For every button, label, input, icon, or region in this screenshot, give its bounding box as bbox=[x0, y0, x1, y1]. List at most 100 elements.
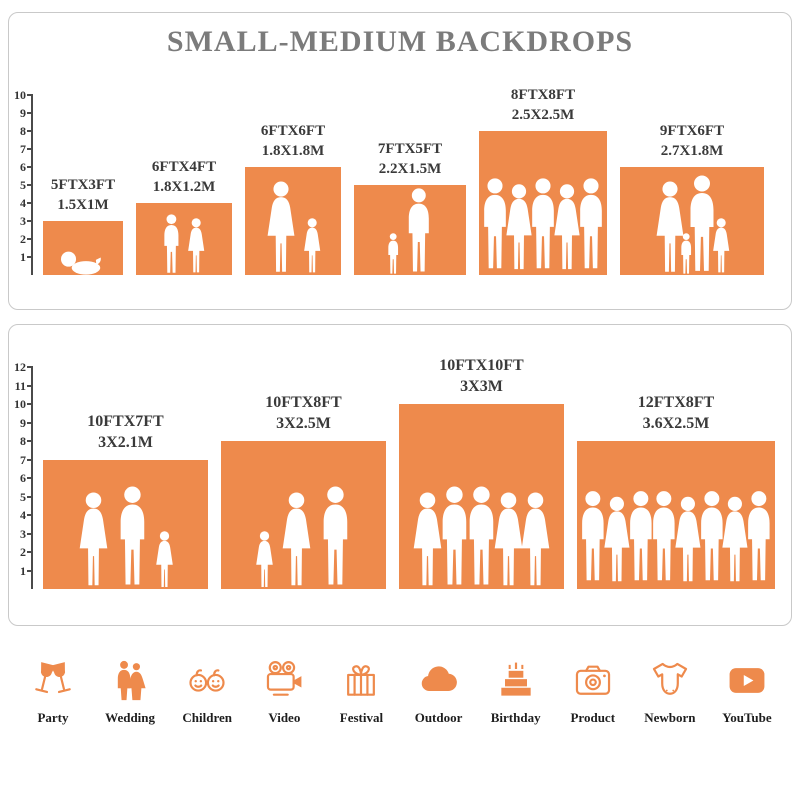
ruler-tick bbox=[27, 458, 33, 461]
backdrop-rect bbox=[479, 131, 607, 275]
ruler-number: 8 bbox=[20, 434, 26, 448]
category-festival: Festival bbox=[328, 658, 394, 726]
size-m-label: 2.7X1.8M bbox=[660, 142, 724, 159]
people-silhouettes bbox=[43, 486, 208, 589]
people-silhouettes bbox=[43, 248, 123, 275]
ruler-tick bbox=[27, 477, 33, 479]
category-label: Wedding bbox=[105, 710, 156, 725]
people-silhouettes bbox=[354, 188, 466, 275]
ruler-number: 9 bbox=[20, 106, 26, 120]
backdrop-size-label: 12FTX8FT 3.6X2.5M bbox=[638, 393, 714, 435]
size-m-label: 3X2.1M bbox=[98, 433, 153, 451]
category-label: Party bbox=[37, 710, 69, 725]
person-girl-silhouette bbox=[188, 218, 205, 273]
size-ft-label: 10FTX10FT bbox=[439, 357, 524, 375]
ruler-number: 6 bbox=[20, 471, 26, 485]
ruler-tick bbox=[27, 551, 33, 553]
backdrop-6ftx6ft: 6FTX6FT 1.8X1.8M bbox=[245, 122, 341, 275]
person-adult-silhouette bbox=[120, 486, 145, 585]
category-label: Newborn bbox=[644, 710, 696, 725]
category-wedding: Wedding bbox=[97, 658, 163, 726]
person-woman-silhouette bbox=[267, 181, 295, 272]
backdrop-10ftx7ft: 10FTX7FT 3X2.1M bbox=[43, 412, 208, 589]
ruler-number: 10 bbox=[14, 397, 26, 411]
category-party: Party bbox=[20, 658, 86, 726]
category-birthday: Birthday bbox=[483, 658, 549, 726]
backdrop-7ftx5ft: 7FTX5FT 2.2X1.5M bbox=[354, 140, 466, 275]
party-icon bbox=[31, 658, 75, 702]
wedding-icon bbox=[108, 658, 152, 702]
backdrop-size-label: 10FTX10FT 3X3M bbox=[439, 356, 523, 398]
category-children: Children bbox=[174, 658, 240, 726]
ruler-number: 4 bbox=[20, 196, 26, 210]
backdrop-rect bbox=[399, 404, 564, 589]
category-label: Festival bbox=[339, 710, 384, 725]
person-adult-silhouette bbox=[469, 486, 494, 585]
category-label: Birthday bbox=[490, 710, 541, 725]
people-silhouettes bbox=[577, 486, 775, 589]
person-girl-silhouette bbox=[713, 218, 730, 273]
size-ft-label: 10FTX8FT bbox=[265, 394, 342, 412]
size-m-label: 3.6X2.5M bbox=[642, 415, 710, 433]
ruler-tick bbox=[27, 148, 33, 150]
backdrop-rect bbox=[221, 441, 386, 589]
ruler-tick bbox=[27, 514, 33, 516]
ruler-number: 2 bbox=[20, 545, 26, 559]
size-ft-label: 7FTX5FT bbox=[377, 141, 443, 157]
person-adult-silhouette bbox=[323, 486, 348, 585]
person-toddler-silhouette bbox=[388, 232, 399, 274]
backdrop-6ftx4ft: 6FTX4FT 1.8X1.2M bbox=[136, 158, 232, 275]
birthday-icon bbox=[494, 658, 538, 702]
person-adult-silhouette bbox=[484, 178, 506, 269]
ruler-tick bbox=[27, 403, 33, 405]
person-adult-silhouette bbox=[532, 178, 554, 269]
ruler-number: 1 bbox=[20, 250, 26, 264]
ruler-tick bbox=[27, 532, 33, 535]
person-baby-silhouette bbox=[61, 251, 102, 275]
size-m-label: 2.2X1.5M bbox=[378, 160, 442, 177]
category-label: YouTube bbox=[722, 710, 772, 725]
person-adult-silhouette bbox=[442, 486, 467, 585]
ruler-tick bbox=[27, 184, 33, 186]
ruler-tick bbox=[27, 166, 33, 168]
category-label: Product bbox=[570, 710, 616, 725]
backdrop-size-label: 7FTX5FT 2.2X1.5M bbox=[378, 140, 442, 179]
product-icon bbox=[571, 658, 615, 702]
ruler-number: 5 bbox=[20, 178, 26, 192]
ruler-number: 5 bbox=[20, 489, 26, 504]
person-woman-silhouette bbox=[494, 492, 523, 586]
person-toddler-silhouette bbox=[680, 232, 691, 274]
youtube-icon bbox=[725, 658, 769, 702]
ruler-tick bbox=[27, 495, 33, 498]
size-m-label: 1.5X1M bbox=[57, 196, 109, 213]
person-adult-silhouette bbox=[700, 491, 723, 581]
people-silhouettes bbox=[479, 175, 607, 275]
backdrop-rect bbox=[136, 203, 232, 275]
backdrop-8ftx8ft: 8FTX8FT 2.5X2.5M bbox=[479, 86, 607, 275]
person-child-silhouette bbox=[164, 214, 179, 273]
ruler-number: 1 bbox=[20, 563, 26, 578]
backdrop-rect bbox=[620, 167, 764, 275]
ruler-number: 6 bbox=[20, 160, 26, 174]
backdrop-row: 5FTX3FT 1.5X1M 6FTX4FT 1.8X1.2M 6FTX6FT 1.8X1… bbox=[43, 86, 764, 275]
person-adult-silhouette bbox=[582, 491, 604, 581]
ruler-tick bbox=[27, 569, 33, 572]
category-outdoor: Outdoor bbox=[406, 658, 472, 726]
video-icon bbox=[262, 658, 306, 702]
person-girl-silhouette bbox=[303, 218, 321, 273]
ruler-number: 7 bbox=[20, 142, 26, 156]
backdrop-rect bbox=[245, 167, 341, 275]
category-newborn: Newborn bbox=[637, 658, 703, 726]
ruler-tick bbox=[27, 366, 33, 368]
category-label: Video bbox=[268, 710, 301, 725]
ruler-number: 10 bbox=[14, 88, 26, 102]
outdoor-icon bbox=[417, 658, 461, 702]
ruler-number: 3 bbox=[20, 214, 26, 228]
category-label: Children bbox=[182, 710, 233, 725]
ruler-number: 4 bbox=[20, 508, 26, 522]
person-woman-silhouette bbox=[282, 492, 311, 586]
person-woman-silhouette bbox=[506, 183, 532, 269]
person-adult-silhouette bbox=[580, 178, 602, 269]
backdrop-size-label: 6FTX4FT 1.8X1.2M bbox=[152, 158, 216, 197]
person-girl-silhouette bbox=[156, 530, 173, 587]
